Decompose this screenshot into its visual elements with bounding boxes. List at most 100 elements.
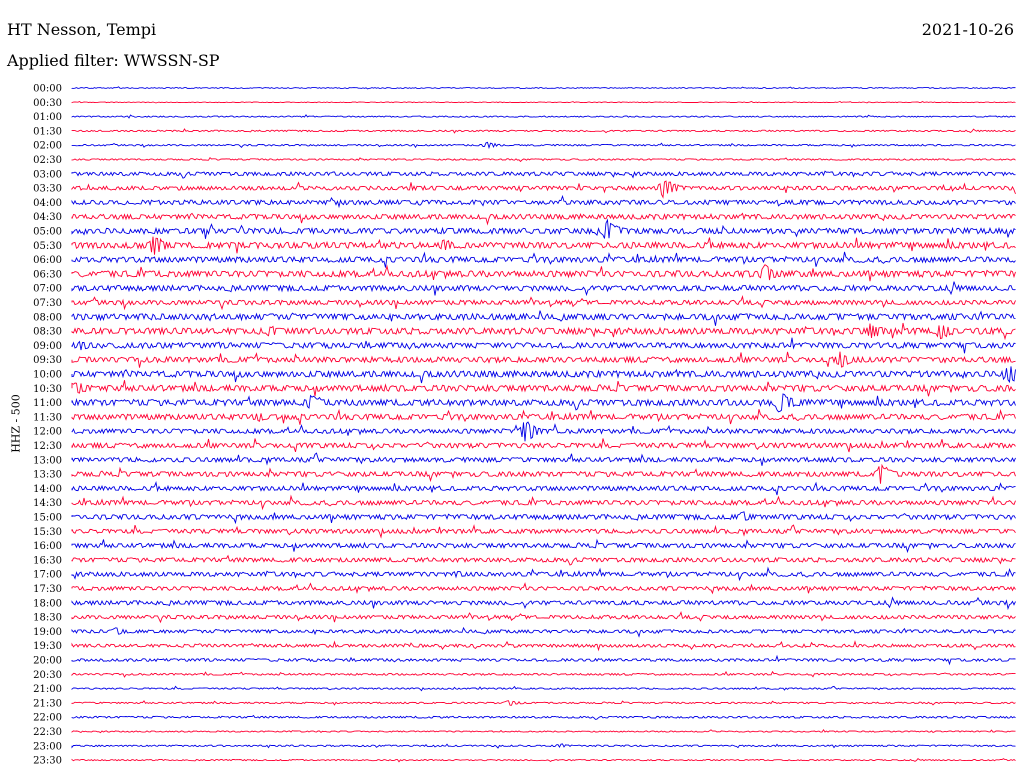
row-time-label: 14:30 xyxy=(33,498,62,509)
seismic-trace xyxy=(71,452,1016,466)
seismic-trace xyxy=(71,421,1016,442)
row-time-label: 21:30 xyxy=(33,698,62,709)
seismic-trace xyxy=(71,554,1016,566)
row-time-label: 05:00 xyxy=(33,227,62,238)
row-time-label: 13:00 xyxy=(33,455,62,466)
row-time-label: 01:30 xyxy=(33,126,62,137)
row-time-label: 22:30 xyxy=(33,727,62,738)
row-time-label: 20:30 xyxy=(33,670,62,681)
seismic-trace xyxy=(71,511,1016,525)
row-time-label: 02:30 xyxy=(33,155,62,166)
seismic-trace xyxy=(71,438,1016,453)
seismic-trace xyxy=(71,714,1016,720)
seismic-trace xyxy=(71,596,1016,611)
seismic-trace xyxy=(71,728,1016,734)
row-time-label: 22:00 xyxy=(33,713,62,724)
row-time-label: 03:30 xyxy=(33,184,62,195)
seismic-trace xyxy=(71,538,1016,554)
row-time-label: 09:30 xyxy=(33,355,62,366)
row-time-label: 19:30 xyxy=(33,641,62,652)
seismic-trace xyxy=(71,611,1016,624)
row-time-label: 23:30 xyxy=(33,756,62,767)
seismic-trace xyxy=(71,322,1016,341)
seismic-trace xyxy=(71,685,1016,692)
row-time-label: 14:00 xyxy=(33,484,62,495)
row-time-label: 04:30 xyxy=(33,212,62,223)
seismic-trace xyxy=(71,743,1016,749)
row-time-label: 07:30 xyxy=(33,298,62,309)
row-time-label: 13:30 xyxy=(33,470,62,481)
row-time-label: 17:30 xyxy=(33,584,62,595)
row-time-label: 16:00 xyxy=(33,541,62,552)
seismic-trace xyxy=(71,128,1016,134)
seismic-trace xyxy=(71,337,1016,354)
row-time-label: 18:30 xyxy=(33,613,62,624)
row-time-label: 18:00 xyxy=(33,598,62,609)
row-time-label: 01:00 xyxy=(33,112,62,123)
seismic-trace xyxy=(71,380,1016,397)
seismic-trace xyxy=(71,218,1016,239)
seismic-trace xyxy=(71,626,1016,638)
seismic-trace xyxy=(71,524,1016,539)
row-time-label: 08:00 xyxy=(33,312,62,323)
seismic-trace xyxy=(71,170,1016,179)
station-title: HT Nesson, Tempi xyxy=(7,20,157,39)
row-time-label: 17:00 xyxy=(33,570,62,581)
seismic-trace xyxy=(71,670,1016,678)
row-time-label: 02:00 xyxy=(33,141,62,152)
seismic-trace xyxy=(71,264,1016,282)
seismic-trace xyxy=(71,86,1016,90)
row-time-label: 00:00 xyxy=(33,84,62,95)
row-time-label: 11:30 xyxy=(33,412,62,423)
seismic-trace xyxy=(71,481,1016,496)
seismic-trace xyxy=(71,281,1016,297)
seismic-trace xyxy=(71,351,1016,368)
seismic-trace xyxy=(71,194,1016,209)
row-time-label: 11:00 xyxy=(33,398,62,409)
seismic-trace xyxy=(71,100,1016,104)
row-time-label: 08:30 xyxy=(33,327,62,338)
seismic-trace xyxy=(71,566,1016,582)
seismic-trace xyxy=(71,157,1016,163)
seismic-trace xyxy=(71,494,1016,511)
row-time-label: 15:30 xyxy=(33,527,62,538)
row-time-label: 04:00 xyxy=(33,198,62,209)
row-time-label: 20:00 xyxy=(33,656,62,667)
seismic-trace xyxy=(71,393,1016,413)
row-time-label: 12:30 xyxy=(33,441,62,452)
seismic-trace xyxy=(71,114,1016,119)
row-time-label: 03:00 xyxy=(33,169,62,180)
row-time-label: 10:00 xyxy=(33,370,62,381)
seismic-trace xyxy=(71,294,1016,311)
row-time-label: 05:30 xyxy=(33,241,62,252)
filter-label: Applied filter: WWSSN-SP xyxy=(7,51,220,70)
seismic-trace xyxy=(71,212,1016,226)
row-time-label: 00:30 xyxy=(33,98,62,109)
row-time-label: 23:00 xyxy=(33,741,62,752)
seismic-trace xyxy=(71,310,1016,326)
seismic-trace xyxy=(71,236,1016,255)
row-time-label: 19:00 xyxy=(33,627,62,638)
row-time-label: 15:00 xyxy=(33,513,62,524)
seismic-trace xyxy=(71,366,1016,384)
row-time-label: 07:00 xyxy=(33,284,62,295)
seismic-trace xyxy=(71,654,1016,666)
row-time-label: 12:00 xyxy=(33,427,62,438)
record-date: 2021-10-26 xyxy=(921,20,1014,39)
seismic-trace xyxy=(71,463,1016,484)
row-time-label: 10:30 xyxy=(33,384,62,395)
row-time-label: 09:00 xyxy=(33,341,62,352)
seismic-trace xyxy=(71,582,1016,595)
row-time-label: 21:00 xyxy=(33,684,62,695)
seismic-trace xyxy=(71,408,1016,425)
seismic-trace xyxy=(71,251,1016,268)
seismic-trace xyxy=(71,757,1016,763)
seismic-trace xyxy=(71,700,1016,706)
seismic-trace xyxy=(71,640,1016,652)
seismic-trace xyxy=(71,180,1016,199)
row-time-label: 06:30 xyxy=(33,269,62,280)
row-time-label: 16:30 xyxy=(33,555,62,566)
seismic-trace xyxy=(71,141,1016,150)
row-time-label: 06:00 xyxy=(33,255,62,266)
